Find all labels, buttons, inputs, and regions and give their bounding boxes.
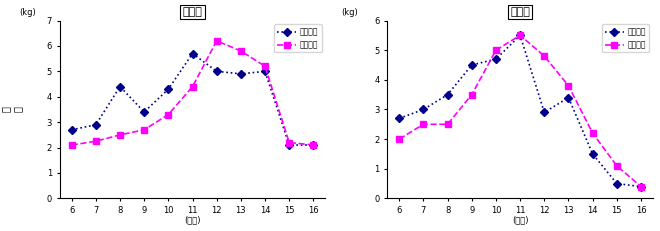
昭３２生 xyxy=(140,128,148,131)
Line: 昭６２年: 昭６２年 xyxy=(397,33,644,189)
Line: 昭３２生: 昭３２生 xyxy=(397,33,644,189)
昭３２生 xyxy=(492,49,500,52)
昭６２年 xyxy=(492,58,500,61)
Text: (kg): (kg) xyxy=(342,8,358,17)
昭６２年 xyxy=(468,64,476,66)
昭３２生 xyxy=(516,34,524,37)
昭６２年 xyxy=(189,52,197,55)
昭６２年 xyxy=(237,73,245,75)
昭３２生 xyxy=(164,113,172,116)
昭３２生 xyxy=(310,144,317,146)
Title: 男　子: 男 子 xyxy=(183,7,203,17)
昭３２生 xyxy=(468,93,476,96)
Legend: 昭６２年, 昭３２生: 昭６２年, 昭３２生 xyxy=(274,24,321,52)
昭６２年 xyxy=(92,123,100,126)
昭３２生 xyxy=(589,132,597,135)
昭６２年 xyxy=(564,96,572,99)
昭６２年 xyxy=(395,117,403,120)
昭３２生 xyxy=(237,50,245,52)
昭３２生 xyxy=(444,123,451,126)
昭３２生 xyxy=(92,140,100,143)
昭３２生 xyxy=(420,123,428,126)
昭３２生 xyxy=(261,65,269,68)
昭６２年 xyxy=(140,111,148,113)
昭３２生 xyxy=(564,84,572,87)
Title: 女　子: 女 子 xyxy=(510,7,530,17)
昭３２生 xyxy=(613,164,621,167)
昭３２生 xyxy=(637,185,645,188)
昭６２年 xyxy=(541,111,548,114)
昭６２年 xyxy=(164,88,172,91)
Text: 体
重: 体 重 xyxy=(1,106,22,112)
Legend: 昭６２年, 昭３２生: 昭６２年, 昭３２生 xyxy=(602,24,649,52)
X-axis label: (歳時): (歳時) xyxy=(184,215,201,224)
X-axis label: (歳時): (歳時) xyxy=(512,215,529,224)
昭３２生 xyxy=(285,141,293,144)
昭６２年 xyxy=(68,128,76,131)
昭３２生 xyxy=(68,144,76,146)
昭６２年 xyxy=(261,70,269,73)
Line: 昭３２生: 昭３２生 xyxy=(69,38,316,148)
昭６２年 xyxy=(444,93,451,96)
昭６２年 xyxy=(116,85,124,88)
昭３２生 xyxy=(395,138,403,140)
昭３２生 xyxy=(541,55,548,58)
昭６２年 xyxy=(637,185,645,188)
昭６２年 xyxy=(310,144,317,146)
昭６２年 xyxy=(420,108,428,111)
昭６２年 xyxy=(285,144,293,146)
昭６２年 xyxy=(213,70,220,73)
昭３２生 xyxy=(189,85,197,88)
昭３２生 xyxy=(213,40,220,42)
Line: 昭６２年: 昭６２年 xyxy=(69,51,316,148)
昭６２年 xyxy=(589,152,597,155)
昭６２年 xyxy=(516,34,524,37)
Text: (kg): (kg) xyxy=(19,8,36,17)
昭３２生 xyxy=(116,134,124,136)
昭６２年 xyxy=(613,182,621,185)
